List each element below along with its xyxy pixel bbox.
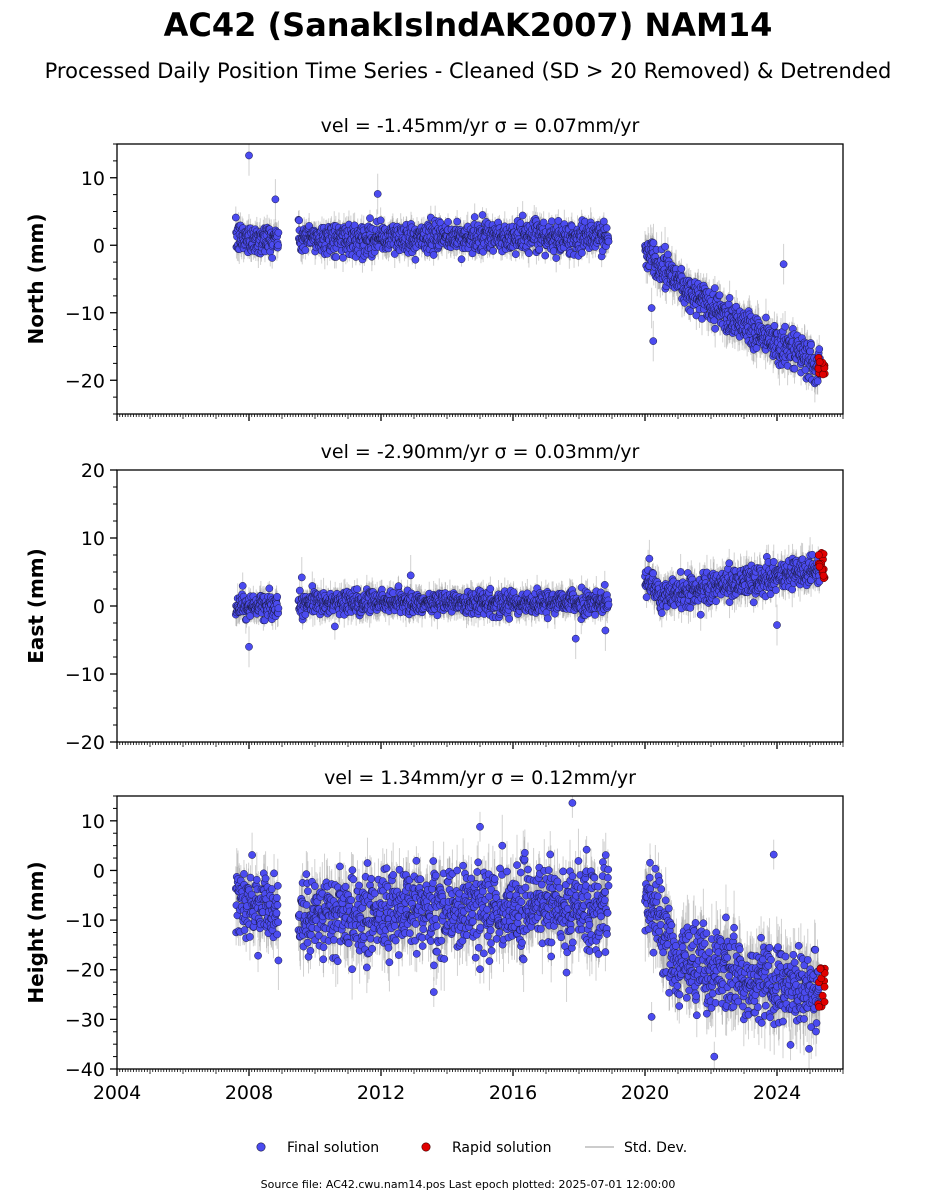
y-tick-label: −10	[65, 303, 105, 325]
figure-title: AC42 (SanakIslndAK2007) NAM14	[164, 6, 773, 44]
data-point-final-north	[807, 340, 815, 349]
data-point-final-north	[552, 254, 561, 262]
panels: vel = -1.45mm/yr σ = 0.07mm/yr North (mm)…	[24, 115, 844, 1104]
panel-north: vel = -1.45mm/yr σ = 0.07mm/yr North (mm)…	[24, 115, 844, 421]
data-point-final-north	[295, 216, 303, 225]
data-point-final-north	[762, 313, 770, 322]
data-point-final-north	[332, 253, 340, 261]
data-point-final-north	[274, 228, 283, 237]
y-tick-label: 0	[93, 235, 105, 257]
data-point-final-north	[578, 249, 586, 257]
y-ticks-north: 10 0 −10 −20	[65, 143, 117, 415]
data-point-final-north	[271, 195, 280, 204]
x-ticks-north	[116, 414, 844, 421]
data-point-final-north	[457, 255, 466, 264]
data-point-final-north	[686, 307, 695, 316]
data-point-final-north	[815, 345, 824, 353]
data-point-final-north	[547, 217, 556, 226]
y-tick-label: 10	[81, 168, 105, 190]
points-rapid-north	[814, 354, 829, 379]
data-point-final-north	[692, 311, 701, 320]
data-point-final-north	[752, 344, 761, 352]
data-point-final-north	[599, 217, 608, 226]
data-point-final-north	[647, 304, 656, 312]
data-point-final-north	[366, 214, 374, 223]
plot-frame-north	[116, 143, 844, 415]
data-point-final-north	[429, 251, 438, 259]
data-point-final-north	[554, 217, 563, 225]
data-point-final-north	[411, 255, 420, 264]
data-point-final-north	[779, 260, 788, 268]
data-point-final-north	[376, 216, 385, 225]
data-point-final-north	[539, 218, 548, 227]
data-point-final-north	[677, 264, 686, 273]
data-point-final-north	[470, 213, 479, 221]
data-point-final-north	[274, 241, 282, 250]
data-point-final-north	[444, 218, 452, 226]
data-point-final-north	[516, 219, 525, 227]
plot-area-north	[231, 144, 829, 403]
data-point-final-north	[489, 247, 498, 255]
points-final-north	[231, 151, 824, 388]
data-point-final-north	[604, 237, 613, 246]
data-point-final-north	[268, 254, 277, 262]
data-point-final-north	[806, 347, 815, 356]
data-point-final-north	[770, 321, 779, 330]
data-point-final-north	[711, 324, 720, 333]
data-point-final-north	[711, 284, 719, 292]
y-axis-label-north: North (mm)	[24, 213, 48, 344]
data-point-final-north	[602, 224, 611, 232]
data-point-final-north	[790, 364, 799, 373]
data-point-final-north	[453, 217, 461, 226]
data-point-final-north	[535, 245, 544, 254]
data-point-final-north	[518, 211, 527, 220]
data-point-final-north	[649, 337, 658, 345]
panel-title-north: vel = -1.45mm/yr σ = 0.07mm/yr	[321, 115, 640, 137]
data-point-final-north	[801, 366, 810, 374]
data-point-final-north	[725, 294, 734, 302]
data-point-final-north	[525, 249, 533, 258]
panel-title-east: vel = -2.90mm/yr σ = 0.03mm/yr	[321, 441, 640, 463]
data-point-final-north	[301, 246, 310, 254]
y-tick-label: −20	[65, 370, 105, 392]
data-point-final-north	[511, 250, 520, 259]
data-point-final-north	[231, 213, 240, 222]
data-point-final-north	[245, 151, 253, 160]
data-point-final-north	[339, 253, 347, 262]
data-point-final-north	[715, 291, 724, 300]
plot-area-east	[231, 537, 829, 668]
data-point-final-north	[781, 322, 789, 331]
data-point-final-north	[541, 251, 550, 260]
data-point-final-north	[661, 242, 669, 251]
data-point-rapid-north	[815, 358, 824, 366]
data-point-final-north	[478, 211, 487, 219]
figure-subtitle: Processed Daily Position Time Series - C…	[45, 59, 892, 83]
y-axis-label-east: East (mm)	[24, 548, 48, 664]
data-point-final-north	[649, 239, 658, 247]
errorbars-north	[235, 144, 821, 403]
data-point-final-north	[813, 377, 822, 386]
data-point-final-north	[664, 250, 672, 259]
data-point-final-north	[373, 190, 382, 198]
